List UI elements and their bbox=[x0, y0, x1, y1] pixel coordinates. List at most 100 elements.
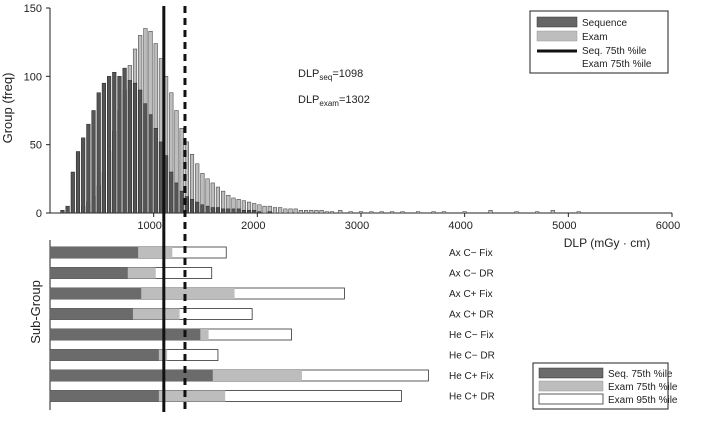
hist-bar-exam bbox=[514, 211, 519, 214]
hist-bar-sequence bbox=[158, 141, 163, 214]
hist-bar-sequence bbox=[200, 204, 205, 214]
subgroup-bar-seq-75th bbox=[50, 247, 139, 258]
x-tick-label: 1000 bbox=[137, 220, 161, 232]
legend-swatch-sub-seq-75th bbox=[538, 367, 604, 379]
subgroup-label: Ax C+ DR bbox=[449, 310, 494, 321]
hist-bar-exam bbox=[400, 211, 405, 214]
top-legend: Sequence Exam Seq. 75th %ile Exam 75th %… bbox=[529, 10, 669, 74]
hist-bar-sequence bbox=[153, 128, 158, 214]
bottom-legend: Seq. 75th %ile Exam 75th %ile Exam 95th … bbox=[532, 362, 678, 410]
y-tick-label: 100 bbox=[24, 71, 42, 83]
hist-bar-sequence bbox=[132, 82, 138, 214]
hist-bar-sequence bbox=[117, 76, 122, 214]
legend-label-sub-exam-95th: Exam 95th %ile bbox=[608, 395, 678, 406]
hist-bar-exam bbox=[535, 211, 540, 214]
hist-bar-exam bbox=[441, 211, 446, 214]
top-y-axis-label: Group (freq) bbox=[0, 73, 15, 144]
subgroup-bar-seq-75th bbox=[50, 370, 213, 381]
x-tick-label: 2000 bbox=[241, 220, 265, 232]
hist-bar-exam bbox=[324, 211, 329, 214]
hist-bar-exam bbox=[348, 211, 353, 214]
y-tick-label: 0 bbox=[36, 208, 42, 220]
subgroup-bar-seq-75th bbox=[50, 308, 133, 320]
hist-bar-sequence bbox=[138, 89, 143, 214]
hist-bar-sequence bbox=[226, 208, 231, 214]
histogram-panel: 0 50 100 150 1000 2000 3000 4000 5000 6000 Group… bbox=[0, 3, 680, 250]
legend-label-sequence: Sequence bbox=[582, 18, 627, 29]
hist-bar-sequence bbox=[65, 205, 70, 214]
hist-bar-sequence bbox=[241, 210, 246, 214]
legend-label-seq-75th: Seq. 75th %ile bbox=[582, 46, 647, 57]
subgroup-label: He C+ DR bbox=[449, 392, 495, 403]
annotation-dlp-seq: DLPseq=1098 bbox=[298, 68, 363, 82]
subgroup-bar-seq-75th bbox=[50, 349, 159, 361]
subgroup-label: He C+ Fix bbox=[449, 371, 494, 382]
hist-bar-sequence bbox=[210, 207, 215, 214]
hist-bar-sequence bbox=[236, 208, 241, 214]
subgroup-label: Ax C+ Fix bbox=[449, 289, 493, 300]
hist-bar-sequence bbox=[179, 190, 184, 214]
legend-swatch-exam bbox=[536, 30, 578, 42]
subgroup-bars bbox=[49, 246, 429, 402]
hist-bar-sequence bbox=[195, 201, 200, 214]
legend-label-sub-exam-75th: Exam 75th %ile bbox=[608, 382, 678, 393]
hist-bar-exam bbox=[462, 211, 467, 214]
dlp-annotations: DLPseq=1098 DLPexam=1302 bbox=[298, 68, 370, 108]
subgroup-label: Ax C− Fix bbox=[449, 248, 493, 259]
hist-bar-exam bbox=[576, 211, 581, 214]
hist-bar-sequence bbox=[91, 110, 96, 214]
top-y-ticks: 0 50 100 150 bbox=[24, 3, 50, 220]
hist-bar-sequence bbox=[252, 210, 257, 214]
x-tick-label: 4000 bbox=[448, 220, 472, 232]
subgroup-label: He C− Fix bbox=[449, 330, 494, 341]
hist-bar-sequence bbox=[75, 151, 81, 214]
hist-bar-exam bbox=[390, 211, 395, 214]
x-tick-label: 5000 bbox=[552, 220, 576, 232]
legend-swatch-sequence bbox=[536, 16, 578, 28]
hist-bar-sequence bbox=[101, 82, 106, 214]
subgroup-bar-exam-75th bbox=[50, 288, 235, 299]
histogram-bars bbox=[60, 28, 581, 214]
hist-bar-exam bbox=[329, 211, 335, 214]
hist-bar-exam bbox=[415, 211, 421, 214]
subgroup-bar-seq-75th bbox=[50, 329, 201, 340]
hist-bar-exam bbox=[314, 210, 319, 214]
hist-bar-exam bbox=[431, 211, 436, 214]
annotation-dlp-exam: DLPexam=1302 bbox=[298, 94, 370, 108]
hist-bar-exam bbox=[278, 207, 283, 214]
hist-bar-exam bbox=[358, 211, 364, 214]
hist-bar-exam bbox=[272, 207, 278, 214]
hist-bar-exam bbox=[369, 211, 374, 214]
legend-label-sub-seq-75th: Seq. 75th %ile bbox=[608, 369, 673, 380]
subgroup-labels: Ax C− Fix Ax C− DR Ax C+ Fix Ax C+ DR He C− … bbox=[449, 248, 495, 403]
subgroup-label: He C− DR bbox=[449, 351, 495, 362]
subgroup-bar-seq-75th bbox=[50, 288, 142, 299]
y-tick-label: 50 bbox=[30, 140, 42, 152]
hist-bar-exam bbox=[293, 208, 298, 214]
hist-bar-sequence bbox=[267, 211, 272, 214]
legend-swatch-sub-exam-95th bbox=[538, 393, 604, 405]
hist-bar-exam bbox=[304, 210, 309, 214]
hist-bar-sequence bbox=[221, 208, 226, 214]
hist-bar-sequence bbox=[231, 208, 236, 214]
hist-bar-sequence bbox=[86, 123, 91, 214]
hist-bar-sequence bbox=[127, 80, 132, 214]
hist-bar-sequence bbox=[189, 199, 195, 214]
subgroup-label: Ax C− DR bbox=[449, 269, 494, 280]
hist-bar-exam bbox=[262, 205, 267, 214]
legend-label-exam-75th: Exam 75th %ile bbox=[582, 59, 652, 70]
x-tick-label: 6000 bbox=[656, 220, 680, 232]
hist-bar-sequence bbox=[215, 207, 220, 214]
reference-lines bbox=[162, 6, 187, 412]
hist-bar-exam bbox=[309, 210, 314, 214]
hist-bar-exam bbox=[550, 210, 555, 214]
hist-bar-sequence bbox=[174, 182, 179, 214]
x-axis-label: DLP (mGy · cm) bbox=[564, 236, 650, 250]
hist-bar-sequence bbox=[257, 211, 262, 214]
subgroup-bar-seq-75th bbox=[50, 390, 159, 402]
subgroup-bar-seq-75th bbox=[50, 267, 128, 279]
hist-bar-sequence bbox=[112, 71, 117, 214]
